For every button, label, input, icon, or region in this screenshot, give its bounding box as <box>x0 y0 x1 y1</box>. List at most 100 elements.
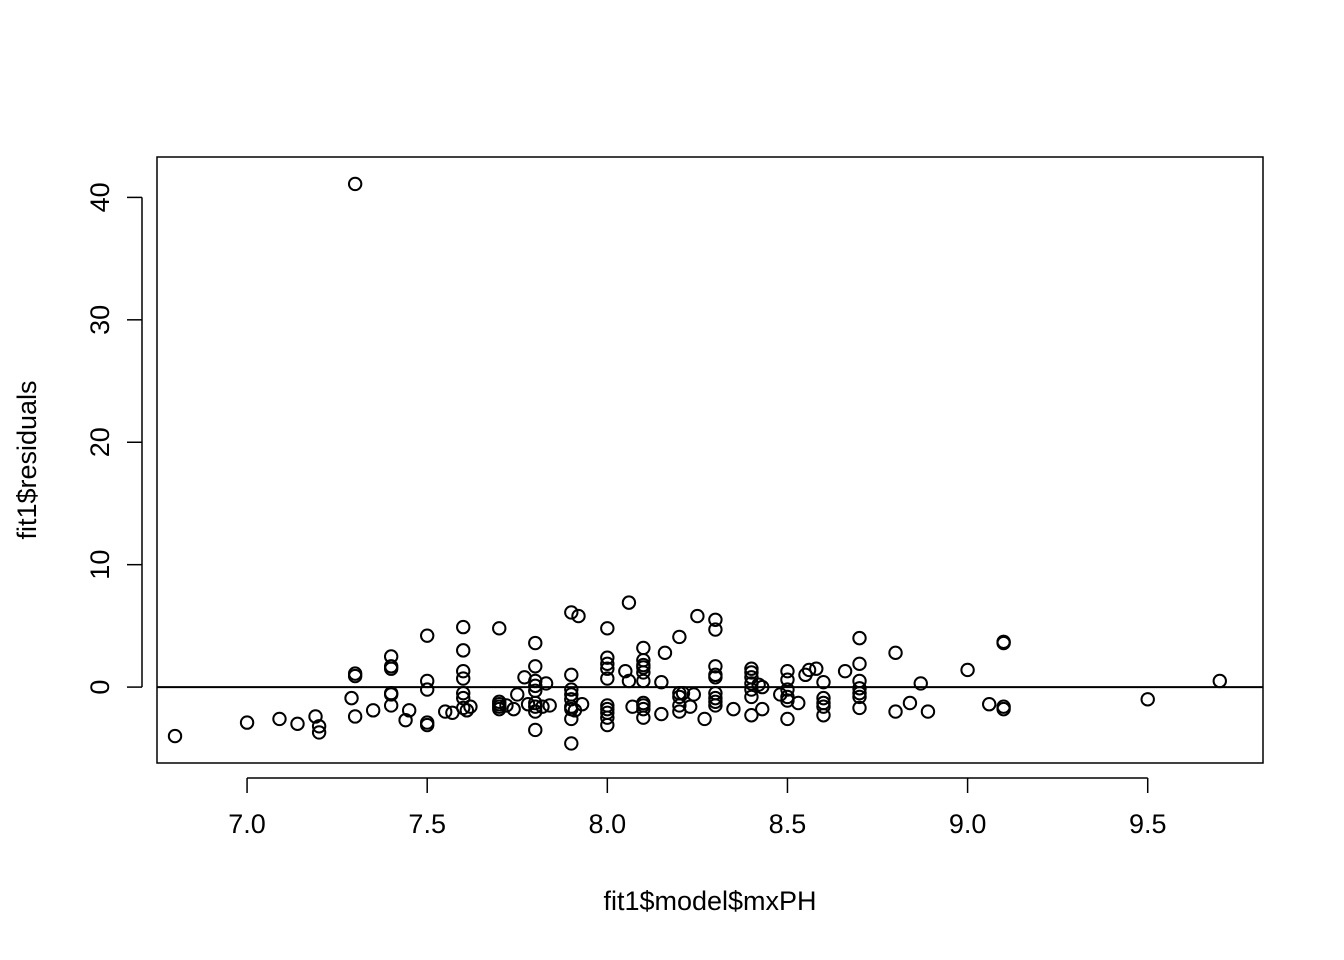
data-point <box>528 704 543 719</box>
data-point <box>636 665 651 680</box>
data-point <box>1212 673 1227 689</box>
data-point <box>636 660 651 675</box>
data-point <box>574 697 590 712</box>
data-point <box>344 690 359 706</box>
data-point <box>419 682 435 697</box>
data-point <box>837 663 853 679</box>
data-point <box>654 675 669 690</box>
y-tick-label: 30 <box>85 305 115 335</box>
data-point <box>636 710 651 725</box>
data-point <box>492 621 507 636</box>
data-point <box>852 700 867 716</box>
data-point <box>290 716 305 732</box>
data-point <box>920 704 936 719</box>
data-point <box>708 612 723 627</box>
data-point <box>456 686 471 701</box>
data-point <box>347 176 363 192</box>
y-tick-label: 10 <box>85 550 115 580</box>
data-point <box>780 711 795 727</box>
y-tick-label: 40 <box>85 182 115 212</box>
data-point <box>347 666 363 681</box>
x-tick-label: 8.0 <box>589 809 627 839</box>
data-point <box>996 701 1011 717</box>
data-point <box>564 736 579 751</box>
data-point <box>528 695 543 711</box>
data-point <box>438 704 453 719</box>
x-tick-label: 7.5 <box>408 809 446 839</box>
data-point <box>816 699 831 714</box>
data-point <box>654 706 669 722</box>
data-point <box>816 708 831 723</box>
data-point <box>744 689 759 705</box>
data-point <box>398 712 413 728</box>
data-point <box>960 662 975 678</box>
data-point <box>618 663 633 679</box>
data-point <box>621 673 637 689</box>
data-points <box>167 176 1227 751</box>
data-point <box>564 711 579 727</box>
data-point <box>686 687 701 702</box>
data-point <box>600 710 615 725</box>
data-point <box>816 690 831 706</box>
data-point <box>780 689 795 705</box>
x-tick-label: 9.0 <box>949 809 987 839</box>
data-point <box>780 663 795 679</box>
data-point <box>564 667 579 683</box>
data-point <box>600 671 615 686</box>
data-point <box>239 715 255 730</box>
data-point <box>726 701 741 717</box>
y-axis-title: fit1$residuals <box>12 380 42 539</box>
data-point <box>311 725 327 740</box>
x-tick-label: 7.0 <box>228 809 266 839</box>
data-point <box>755 679 770 695</box>
data-point <box>636 701 651 717</box>
data-point <box>419 673 435 689</box>
data-point <box>510 687 525 702</box>
data-point <box>852 681 867 696</box>
data-point <box>528 722 543 738</box>
data-point <box>744 665 759 680</box>
data-point <box>456 671 471 686</box>
data-point <box>852 630 867 646</box>
data-point <box>1140 692 1155 707</box>
data-point <box>780 682 795 697</box>
y-tick-label: 0 <box>85 680 115 695</box>
data-point <box>383 687 399 702</box>
data-point <box>780 672 795 687</box>
data-point <box>888 704 903 719</box>
data-point <box>401 703 417 718</box>
data-point <box>852 656 867 672</box>
data-point <box>791 695 806 711</box>
data-point <box>816 675 831 690</box>
data-point <box>459 703 475 718</box>
data-point <box>600 717 615 733</box>
data-point <box>621 595 637 610</box>
data-point <box>744 661 759 676</box>
data-point <box>801 662 817 678</box>
data-point <box>600 701 615 717</box>
data-point <box>708 690 723 706</box>
data-point <box>888 645 903 661</box>
data-point <box>564 605 579 620</box>
data-point <box>672 689 687 705</box>
data-point <box>600 656 615 672</box>
data-point <box>708 659 723 674</box>
data-point <box>538 676 554 691</box>
data-point <box>492 701 507 717</box>
data-point <box>708 622 723 637</box>
data-point <box>708 694 723 709</box>
data-point <box>657 645 673 661</box>
data-point <box>347 709 363 724</box>
data-point <box>636 673 651 689</box>
data-point <box>697 711 712 727</box>
x-axis-title: fit1$model$mxPH <box>603 886 816 916</box>
data-point <box>456 663 471 679</box>
data-point <box>463 699 478 714</box>
data-point <box>383 661 399 676</box>
data-point <box>902 695 918 711</box>
data-point <box>708 698 723 713</box>
data-point <box>542 698 557 713</box>
data-point <box>600 621 615 636</box>
data-point <box>167 728 183 744</box>
